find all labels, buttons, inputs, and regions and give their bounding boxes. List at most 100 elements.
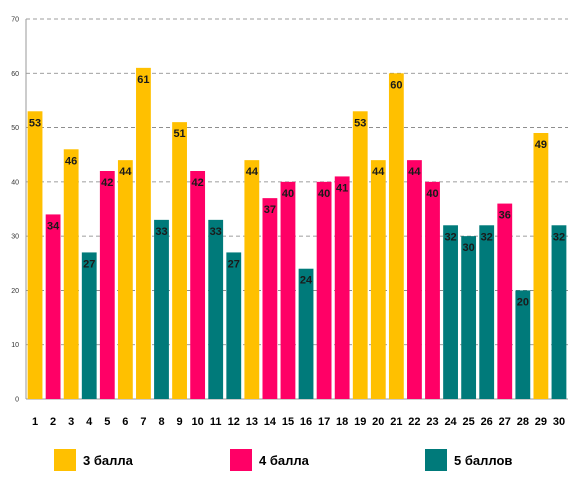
y-tick-label: 70 [11,17,19,24]
legend-swatch-4-points [230,449,252,471]
bar [407,160,422,399]
bar [316,181,332,399]
bar [533,133,549,399]
x-tick-label: 30 [553,416,565,428]
data-label: 42 [192,177,204,189]
data-label: 53 [354,117,366,129]
y-tick-label: 20 [11,288,19,295]
y-tick-label: 60 [11,71,19,78]
bar [172,122,187,400]
data-label: 32 [444,231,456,243]
data-label: 32 [553,231,565,243]
bar [370,160,386,399]
data-label: 34 [47,220,60,232]
bar [497,203,513,399]
data-label: 20 [517,296,529,308]
data-label: 61 [137,74,149,86]
legend-label-5-points: 5 баллов [454,452,513,468]
bar [425,181,440,399]
bar [443,225,458,399]
x-tick-label: 20 [372,416,384,428]
data-label: 30 [463,242,475,254]
legend-swatch-5-points [425,449,447,471]
bar [99,171,115,399]
x-tick-label: 15 [282,416,294,428]
legend-label-3-points: 3 балла [83,452,133,468]
y-tick-label: 50 [11,125,19,132]
legend-item-3-points: 3 балла [54,448,133,472]
x-tick-label: 1 [32,416,38,428]
legend-item-5-points: 5 баллов [425,448,512,472]
bar [280,181,296,399]
data-label: 53 [29,117,41,129]
data-label: 46 [65,155,77,167]
data-label: 44 [246,166,259,178]
data-label: 42 [101,177,113,189]
legend-swatch-3-points [54,449,76,471]
data-label: 44 [372,166,385,178]
x-tick-label: 7 [140,416,146,428]
data-label: 41 [336,182,348,194]
bar [551,225,567,399]
bar [388,73,404,400]
data-label: 40 [426,188,438,200]
x-tick-label: 2 [50,416,56,428]
bar [461,236,477,399]
x-tick-label: 10 [192,416,204,428]
x-tick-label: 4 [86,416,93,428]
bar [81,252,97,399]
x-tick-label: 13 [246,416,258,428]
x-tick-label: 25 [463,416,475,428]
bar [208,219,224,399]
data-label: 60 [390,79,402,91]
data-label: 32 [481,231,493,243]
bar [226,252,242,399]
x-tick-label: 29 [535,416,547,428]
data-label: 33 [210,226,222,238]
bar [190,171,206,399]
bar [352,111,368,400]
data-label: 27 [83,258,95,270]
data-label: 36 [499,210,511,222]
x-tick-label: 21 [390,416,402,428]
data-label: 24 [300,275,313,287]
x-tick-label: 9 [177,416,183,428]
legend-item-4-points: 4 балла [230,448,309,472]
bar [136,67,151,399]
data-label: 51 [173,128,185,140]
bar [262,198,278,399]
x-tick-label: 11 [210,416,222,428]
bar-chart: 0102030405060705313424632744254466173385… [11,17,568,428]
bar [334,176,350,399]
data-label: 40 [318,188,330,200]
y-tick-label: 0 [15,397,19,404]
data-label: 37 [264,204,276,216]
data-label: 44 [408,166,421,178]
x-tick-label: 5 [104,416,110,428]
legend: 3 балла 4 балла 5 баллов [0,448,579,478]
x-tick-label: 23 [426,416,438,428]
x-tick-label: 8 [158,416,164,428]
bar [298,268,314,399]
x-tick-label: 16 [300,416,312,428]
x-tick-label: 14 [264,416,277,428]
x-tick-label: 17 [318,416,330,428]
data-label: 49 [535,139,547,151]
x-tick-label: 24 [444,416,457,428]
data-label: 27 [228,258,240,270]
x-tick-label: 28 [517,416,529,428]
bar [154,219,169,399]
x-tick-label: 12 [228,416,240,428]
data-label: 33 [155,226,167,238]
bar [63,149,79,399]
bar [244,160,260,399]
x-tick-label: 26 [481,416,493,428]
x-tick-label: 27 [499,416,511,428]
y-tick-label: 30 [11,234,19,241]
y-tick-label: 10 [11,342,19,349]
x-tick-label: 22 [408,416,420,428]
y-tick-label: 40 [11,179,19,186]
bar [27,111,43,400]
x-tick-label: 19 [354,416,366,428]
legend-label-4-points: 4 балла [259,452,309,468]
